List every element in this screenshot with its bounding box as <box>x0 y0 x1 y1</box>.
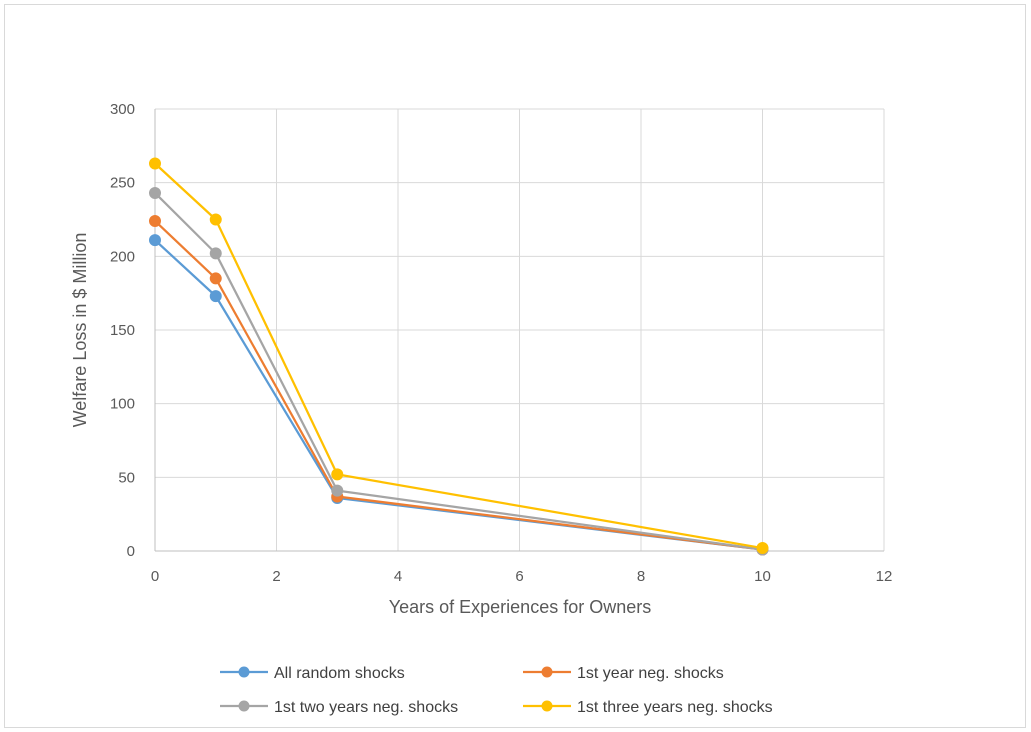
y-tick-label: 150 <box>110 322 135 339</box>
tick-labels: 0 50 100 150 200 250 300 0 2 4 6 8 10 12 <box>110 101 892 585</box>
x-tick-label: 12 <box>876 568 893 585</box>
series-line-3 <box>154 162 763 550</box>
legend-marker <box>238 666 250 678</box>
series-line-1 <box>154 220 763 551</box>
x-tick-label: 4 <box>394 568 402 585</box>
x-tick-label: 8 <box>637 568 645 585</box>
grid-lines <box>155 108 885 551</box>
data-point <box>209 290 222 303</box>
x-tick-label: 6 <box>515 568 523 585</box>
y-axis-title: Welfare Loss in $ Million <box>70 233 90 428</box>
legend-label: All random shocks <box>274 665 405 682</box>
y-tick-label: 100 <box>110 396 135 413</box>
series-line-0 <box>154 239 763 551</box>
data-point <box>209 272 222 285</box>
data-point <box>209 247 222 260</box>
y-tick-label: 300 <box>110 101 135 118</box>
series-lines <box>149 157 769 556</box>
series-line-2 <box>154 192 763 551</box>
legend-item: All random shocks <box>220 665 405 682</box>
y-tick-label: 50 <box>118 469 135 486</box>
legend-item: 1st year neg. shocks <box>523 665 724 682</box>
legend-marker <box>541 666 553 678</box>
x-axis-title: Years of Experiences for Owners <box>389 597 651 617</box>
data-point <box>331 484 344 497</box>
legend-marker <box>541 700 553 712</box>
y-tick-label: 200 <box>110 248 135 265</box>
legend-marker <box>238 700 250 712</box>
data-point <box>149 186 161 199</box>
y-tick-label: 250 <box>110 175 135 192</box>
legend-item: 1st two years neg. shocks <box>220 699 458 716</box>
chart-frame <box>4 4 1026 728</box>
data-point <box>331 468 344 481</box>
data-point <box>149 157 161 170</box>
data-point <box>209 213 222 226</box>
legend-label: 1st three years neg. shocks <box>577 699 773 716</box>
legend: All random shocks 1st year neg. shocks 1st… <box>220 665 773 716</box>
legend-item: 1st three years neg. shocks <box>523 699 773 716</box>
x-tick-label: 2 <box>272 568 280 585</box>
legend-label: 1st two years neg. shocks <box>274 699 458 716</box>
x-tick-label: 10 <box>754 568 771 585</box>
y-tick-label: 0 <box>127 543 135 560</box>
legend-label: 1st year neg. shocks <box>577 665 724 682</box>
data-point <box>149 214 161 227</box>
x-tick-label: 0 <box>151 568 159 585</box>
data-point <box>756 542 769 555</box>
data-point <box>149 234 161 247</box>
